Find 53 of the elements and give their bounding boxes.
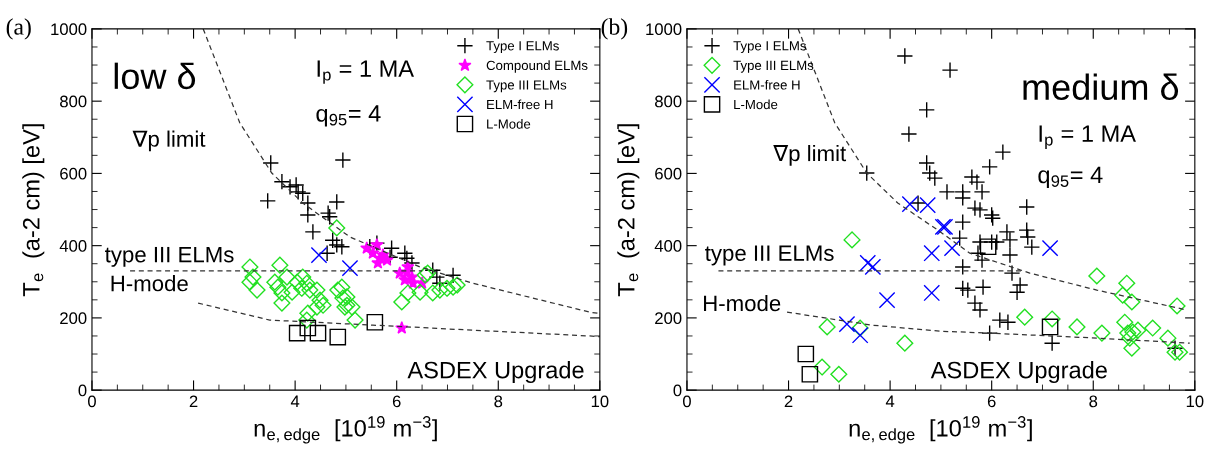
- x-tick-label: 2: [784, 395, 793, 408]
- legend-label: Compound ELMs: [486, 60, 588, 73]
- y-tick-label: 400: [59, 240, 87, 252]
- y-tick-label: 400: [654, 240, 682, 252]
- x-axis-title: n$_{e,edge}$ [10$^{19}$ m$^{−3}$]: [254, 416, 437, 444]
- annotation: q$_{95}$= 4: [316, 105, 381, 127]
- annotation: I$_{p}$ = 1 MA: [1039, 125, 1136, 149]
- y-tick-label: 0: [673, 384, 682, 397]
- x-tick-label: 0: [87, 395, 96, 408]
- annotation: H-mode: [704, 294, 781, 312]
- annotation: low δ: [114, 62, 196, 90]
- x-tick-label: 2: [189, 395, 198, 408]
- legend-label: Type I ELMs: [733, 41, 806, 54]
- legend-label: ELM-free H: [487, 99, 553, 110]
- y-tick-label: 200: [655, 312, 682, 325]
- x-tick-label: 4: [885, 395, 895, 408]
- chart-title: (a): [6, 18, 31, 40]
- legend-label: Type III ELMs: [486, 80, 567, 93]
- legend-label: Type I ELMs: [486, 41, 559, 54]
- y-tick-label: 800: [655, 95, 682, 108]
- legend-label: ELM-free H: [734, 79, 800, 90]
- y-tick-label: 1000: [646, 23, 682, 36]
- annotation: ASDEX Upgrade: [407, 361, 584, 384]
- x-axis-title: n$_{e,edge}$ [10$^{19}$ m$^{−3}$]: [849, 416, 1032, 444]
- chart-title: (b): [601, 18, 628, 40]
- legend-label: L-Mode: [734, 99, 778, 110]
- y-tick-label: 600: [655, 167, 682, 180]
- legend-label: L-Mode: [487, 119, 531, 129]
- annotation: ASDEX Upgrade: [930, 361, 1107, 384]
- y-tick-label: 1000: [51, 23, 87, 36]
- x-tick-label: 4: [290, 395, 300, 408]
- annotation: type III ELMs: [105, 246, 234, 267]
- x-tick-label: 0: [682, 395, 691, 408]
- annotation: q$_{95}$= 4: [1038, 166, 1103, 188]
- annotation: I$_{p}$ = 1 MA: [317, 60, 414, 84]
- y-tick-label: 800: [60, 95, 87, 108]
- y-tick-label: 600: [60, 167, 87, 180]
- x-tick-label: 6: [392, 395, 401, 408]
- legend-label: Type III ELMs: [733, 60, 814, 73]
- y-axis-title: T$_{e}$ (a-2 cm) [eV]: [22, 124, 45, 297]
- y-axis-title: T$_{e}$ (a-2 cm) [eV]: [617, 124, 640, 297]
- annotation: H-mode: [111, 275, 188, 292]
- y-tick-label: 200: [60, 312, 87, 325]
- x-tick-label: 10: [591, 395, 609, 408]
- x-tick-label: 6: [987, 395, 996, 408]
- annotation: medium δ: [1023, 73, 1179, 101]
- x-tick-label: 8: [494, 395, 503, 408]
- y-tick-label: 0: [78, 384, 87, 397]
- annotation: type III ELMs: [705, 245, 834, 266]
- annotation: ∇p limit: [773, 144, 847, 166]
- x-tick-label: 10: [1186, 395, 1204, 408]
- annotation: ∇p limit: [132, 130, 206, 152]
- x-tick-label: 8: [1089, 395, 1098, 408]
